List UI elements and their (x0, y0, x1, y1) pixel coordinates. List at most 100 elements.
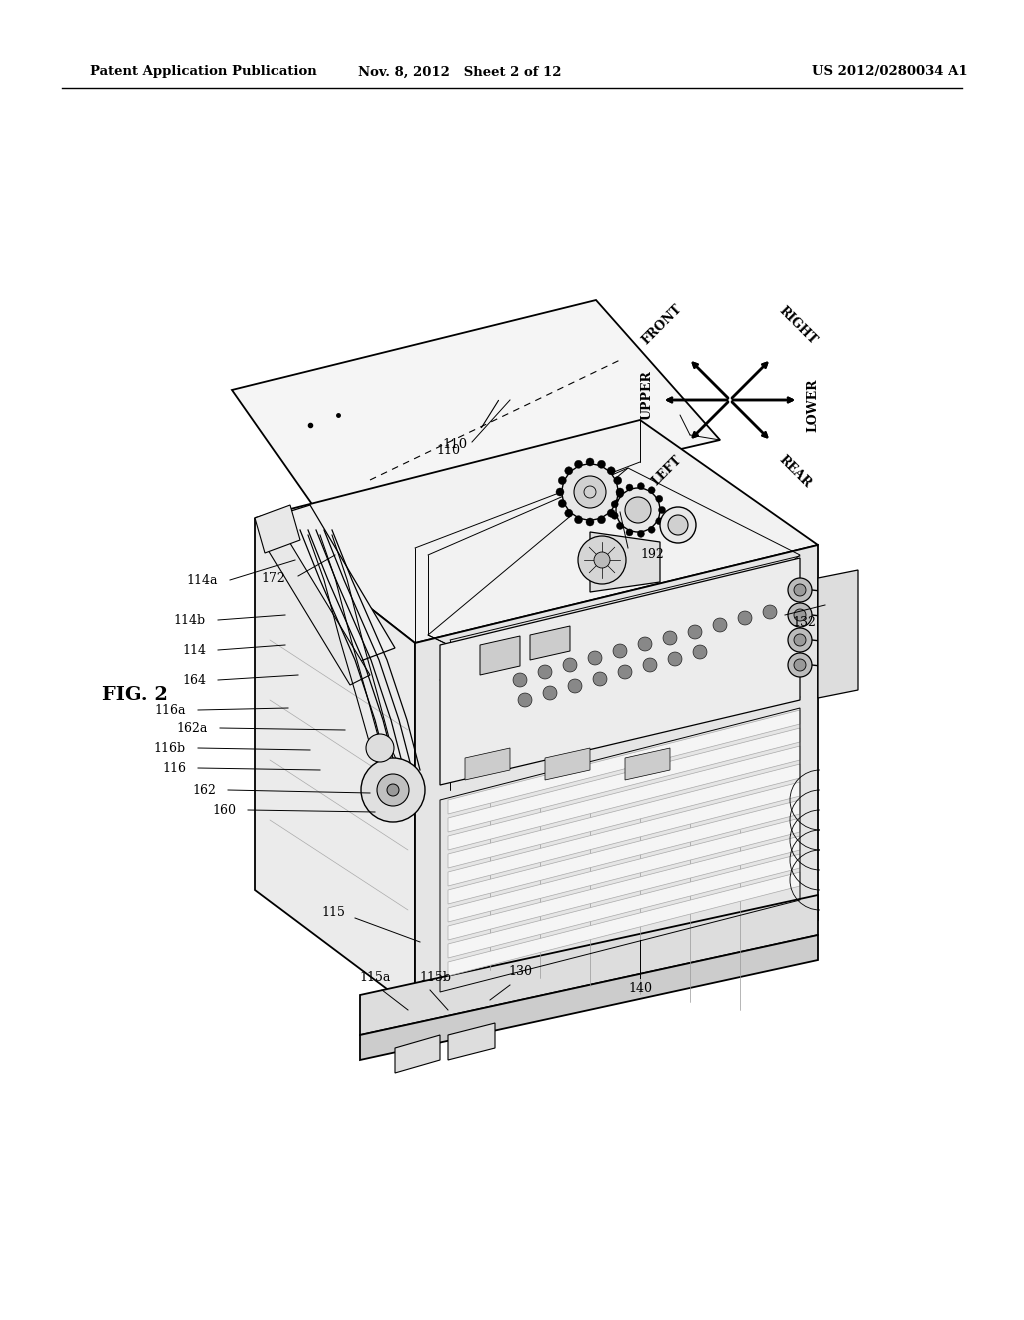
Circle shape (794, 609, 806, 620)
Circle shape (626, 484, 633, 491)
Circle shape (586, 458, 594, 466)
Polygon shape (449, 729, 800, 832)
Circle shape (578, 536, 626, 583)
Circle shape (794, 659, 806, 671)
Circle shape (616, 488, 660, 532)
Circle shape (655, 495, 663, 503)
Text: 162a: 162a (176, 722, 208, 734)
Polygon shape (449, 781, 800, 886)
Polygon shape (449, 710, 800, 814)
Circle shape (616, 523, 624, 529)
Circle shape (565, 510, 572, 517)
Circle shape (568, 678, 582, 693)
Text: 115: 115 (322, 906, 345, 919)
Text: FRONT: FRONT (639, 302, 684, 347)
Text: Nov. 8, 2012   Sheet 2 of 12: Nov. 8, 2012 Sheet 2 of 12 (358, 66, 562, 78)
Circle shape (611, 512, 618, 519)
Circle shape (597, 461, 605, 469)
Polygon shape (395, 1035, 440, 1073)
Circle shape (788, 653, 812, 677)
Text: 162: 162 (193, 784, 216, 796)
Circle shape (366, 734, 394, 762)
Text: 114a: 114a (186, 573, 218, 586)
Polygon shape (545, 748, 590, 780)
Circle shape (625, 498, 651, 523)
Circle shape (558, 477, 566, 484)
Circle shape (643, 657, 657, 672)
Circle shape (663, 631, 677, 645)
Text: LEFT: LEFT (649, 453, 684, 488)
Circle shape (794, 634, 806, 645)
Circle shape (648, 527, 655, 533)
Circle shape (613, 644, 627, 657)
Circle shape (607, 467, 615, 475)
Circle shape (660, 507, 696, 543)
Circle shape (377, 774, 409, 807)
Circle shape (556, 488, 564, 496)
Circle shape (594, 552, 610, 568)
Polygon shape (449, 836, 800, 940)
Circle shape (565, 467, 572, 475)
Polygon shape (449, 818, 800, 921)
Circle shape (794, 583, 806, 597)
Circle shape (668, 652, 682, 667)
Circle shape (693, 645, 707, 659)
Polygon shape (449, 1023, 495, 1060)
Circle shape (588, 651, 602, 665)
Circle shape (637, 483, 644, 490)
Text: UPPER: UPPER (641, 370, 654, 420)
Circle shape (574, 461, 583, 469)
Circle shape (607, 510, 615, 517)
Circle shape (655, 517, 663, 524)
Polygon shape (625, 748, 670, 780)
Circle shape (513, 673, 527, 686)
Polygon shape (449, 873, 800, 975)
Text: 172: 172 (261, 572, 285, 585)
Text: LOWER: LOWER (806, 379, 819, 432)
Circle shape (361, 758, 425, 822)
Circle shape (788, 578, 812, 602)
Polygon shape (449, 800, 800, 904)
Circle shape (788, 603, 812, 627)
Polygon shape (415, 545, 818, 1010)
Text: 140: 140 (628, 982, 652, 995)
Text: RIGHT: RIGHT (776, 304, 819, 347)
Text: 116: 116 (162, 762, 186, 775)
Text: 116b: 116b (154, 742, 186, 755)
Circle shape (648, 487, 655, 494)
Circle shape (586, 517, 594, 525)
Circle shape (626, 529, 633, 536)
Circle shape (563, 657, 577, 672)
Polygon shape (440, 558, 800, 785)
Polygon shape (449, 746, 800, 850)
Polygon shape (530, 626, 570, 660)
Circle shape (638, 638, 652, 651)
Circle shape (738, 611, 752, 624)
Circle shape (558, 499, 566, 507)
Text: 110: 110 (436, 444, 460, 457)
Circle shape (593, 672, 607, 686)
Polygon shape (360, 895, 818, 1035)
Polygon shape (465, 748, 510, 780)
Circle shape (688, 624, 702, 639)
Circle shape (668, 515, 688, 535)
Polygon shape (590, 532, 660, 591)
Text: REAR: REAR (776, 453, 813, 491)
Polygon shape (255, 517, 415, 1010)
Polygon shape (818, 570, 858, 698)
Polygon shape (449, 764, 800, 869)
Text: US 2012/0280034 A1: US 2012/0280034 A1 (812, 66, 968, 78)
Text: 116a: 116a (155, 704, 186, 717)
Circle shape (616, 488, 624, 496)
Circle shape (597, 516, 605, 524)
Circle shape (611, 500, 618, 508)
Polygon shape (480, 636, 520, 675)
Circle shape (637, 531, 644, 537)
Polygon shape (360, 935, 818, 1060)
Text: 115b: 115b (419, 972, 451, 983)
Text: Patent Application Publication: Patent Application Publication (90, 66, 316, 78)
Text: 115a: 115a (359, 972, 391, 983)
Polygon shape (232, 300, 720, 531)
Circle shape (616, 491, 624, 498)
Polygon shape (262, 506, 395, 665)
